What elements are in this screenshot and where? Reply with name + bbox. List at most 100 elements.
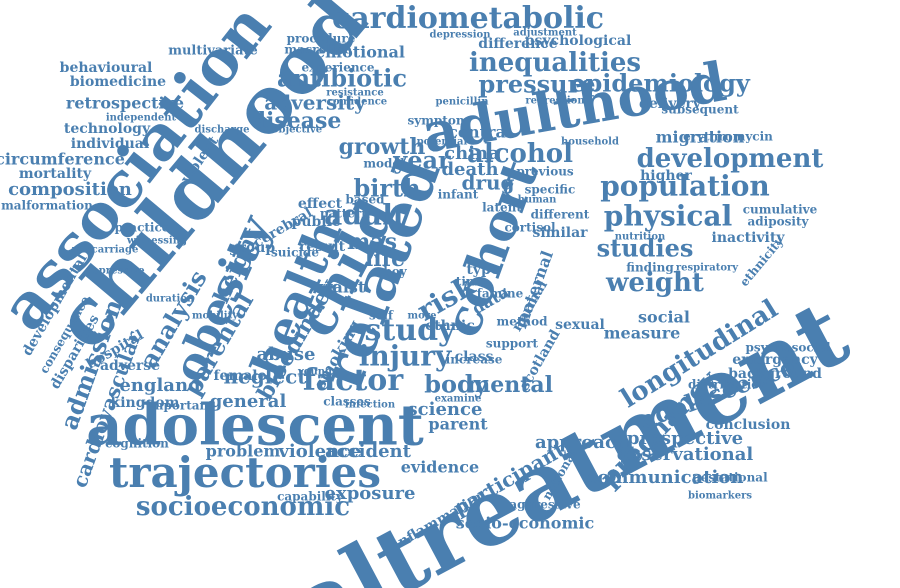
cloud-word-increase: increase	[446, 353, 503, 367]
cloud-word-based: based	[346, 193, 386, 207]
cloud-word-type: type	[466, 262, 499, 278]
cloud-word-body: body	[424, 370, 489, 399]
cloud-word-england: england	[119, 375, 201, 396]
cloud-word-antibiotic: antibiotic	[277, 64, 407, 93]
cloud-word-cognition: cognition	[105, 437, 169, 451]
cloud-word-effect: effect	[298, 196, 343, 212]
cloud-word-socioeconomic: socioeconomic	[136, 492, 350, 522]
cloud-word-psychological: psychological	[525, 33, 632, 49]
cloud-word-migration: migration	[656, 128, 745, 147]
cloud-word-delivery: delivery	[639, 96, 702, 112]
cloud-word-result: result	[299, 239, 346, 255]
cloud-word-background: background	[728, 366, 822, 382]
cloud-word-circumference: circumference	[0, 150, 125, 169]
cloud-word-female: female	[213, 368, 266, 384]
cloud-word-classes: classes	[323, 395, 371, 409]
cloud-word-prospective: prospective	[627, 428, 743, 449]
cloud-word-duration: duration	[146, 294, 195, 305]
cloud-word-central: central	[448, 123, 512, 142]
cloud-word-experience: experience	[302, 61, 375, 75]
cloud-word-study: study	[365, 313, 458, 348]
cloud-word-adolescent: adolescent	[86, 393, 424, 459]
cloud-word-alcohol: alcohol	[467, 139, 573, 169]
cloud-word-procedure: procedure	[287, 32, 356, 46]
cloud-word-waist: waist	[318, 278, 366, 297]
cloud-word-kingdom: kingdom	[111, 395, 180, 411]
cloud-word-studies: studies	[597, 234, 694, 263]
cloud-word-latent: latent	[482, 201, 522, 215]
cloud-word-potential: potential	[417, 137, 468, 148]
cloud-word-famine: famine	[477, 287, 524, 301]
cloud-word-year: year	[392, 146, 451, 175]
cloud-word-measure: measure	[604, 324, 681, 343]
cloud-word-composition: composition	[8, 179, 132, 200]
cloud-word-nutrition: nutrition	[615, 232, 666, 243]
cloud-word-behavioural: behavioural	[60, 60, 153, 76]
cloud-word-social: social	[638, 308, 690, 327]
cloud-word-socio-economic: socio-economic	[456, 514, 595, 533]
cloud-word-independent: independent	[106, 113, 177, 124]
cloud-word-inactivity: inactivity	[712, 230, 786, 246]
cloud-word-public: public	[292, 214, 341, 230]
cloud-word-symptom: symptom	[407, 114, 468, 128]
cloud-word-adiposity: adiposity	[748, 215, 810, 229]
cloud-word-emotional: emotional	[315, 43, 405, 62]
cloud-word-aggressive: aggressive	[509, 498, 581, 512]
cloud-word-mortality: mortality	[19, 166, 92, 182]
cloud-word-penicillin: penicillin	[436, 97, 490, 108]
cloud-word-cardiometabolic: cardiometabolic	[332, 1, 604, 36]
cloud-word-disease: disease	[251, 108, 342, 134]
cloud-word-finding: finding	[626, 261, 674, 275]
cloud-word-model: model	[363, 157, 405, 171]
cloud-word-boy: boy	[383, 265, 407, 279]
cloud-word-infant: infant	[438, 188, 479, 202]
cloud-word-distribution: distribution	[688, 378, 768, 392]
cloud-word-suicide: suicide	[271, 246, 319, 260]
cloud-word-conclusion: conclusion	[706, 417, 791, 433]
cloud-word-psychosocial: psychosocial	[745, 341, 831, 355]
cloud-word-adversity: adversity	[264, 91, 367, 115]
cloud-word-development: development	[637, 144, 824, 174]
cloud-word-important: important	[146, 399, 214, 413]
cloud-word-drug: drug	[461, 171, 514, 195]
cloud-word-resistance: resistance	[326, 88, 384, 99]
cloud-word-death: death	[441, 159, 498, 180]
cloud-word-specific: specific	[525, 183, 576, 197]
cloud-word-erythromycin: erythromycin	[683, 130, 773, 144]
cloud-word-previous: previous	[516, 165, 574, 179]
cloud-word-birth: birth	[353, 174, 420, 203]
cloud-word-depression: depression	[430, 30, 492, 41]
cloud-word-exposure: exposure	[325, 483, 416, 504]
cloud-word-similar: similar	[532, 225, 588, 241]
cloud-word-retrospective: retrospective	[66, 94, 184, 113]
cloud-word-support: support	[486, 337, 539, 351]
cloud-word-witnessing: witnessing	[126, 236, 187, 247]
cloud-word-trajectories: trajectories	[109, 448, 381, 497]
cloud-word-confidence: confidence	[327, 97, 387, 108]
cloud-word-objective: objective	[272, 125, 322, 136]
cloud-word-young: young	[297, 367, 332, 378]
cloud-word-cumulative: cumulative	[743, 203, 818, 217]
cloud-word-evidence: evidence	[401, 458, 479, 477]
cloud-word-pattern: pattern	[320, 207, 370, 221]
cloud-word-general: general	[210, 391, 287, 412]
cloud-word-discharge: discharge	[195, 125, 250, 136]
cloud-word-population: population	[600, 170, 770, 203]
cloud-word-time: time	[456, 275, 487, 289]
cloud-word-method: method	[497, 315, 549, 329]
cloud-word-ethnic: ethnic	[425, 318, 475, 334]
cloud-word-macrolide: macrolide	[284, 43, 352, 57]
cloud-word-injury: injury	[359, 340, 452, 373]
cloud-word-factor: factor	[303, 363, 404, 398]
cloud-word-class: class	[455, 349, 494, 365]
cloud-word-neglect: neglect	[224, 365, 308, 389]
cloud-word-observational: observational	[617, 444, 754, 465]
cloud-word-china: china	[444, 143, 500, 164]
cloud-word-self: self	[369, 309, 394, 323]
cloud-word-mobility: mobility	[192, 311, 239, 322]
cloud-word-miscarriage: miscarriage	[72, 245, 139, 256]
cloud-word-cortisol: cortisol	[504, 221, 555, 235]
cloud-word-biomedicine: biomedicine	[70, 74, 166, 90]
